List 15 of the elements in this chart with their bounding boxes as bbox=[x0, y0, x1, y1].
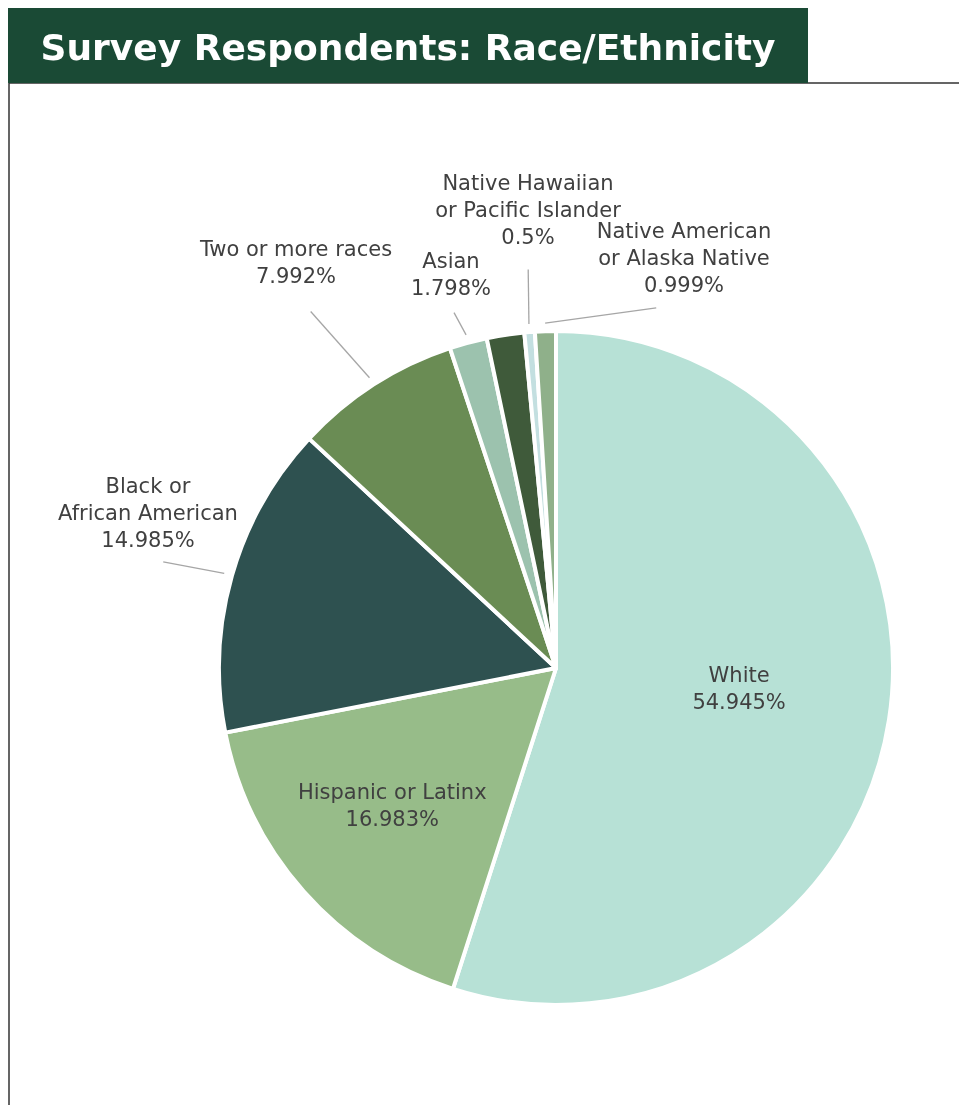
slice-label: Black or African American bbox=[58, 474, 238, 525]
slice-label: Native Hawaiian or Pacific Islander bbox=[435, 171, 622, 222]
data-label: 14.985% bbox=[101, 528, 195, 552]
slice-label: Hispanic or Latinx bbox=[297, 779, 487, 804]
slice-label: White bbox=[708, 662, 770, 687]
data-label: 0.999% bbox=[643, 273, 725, 297]
data-label: 16.983% bbox=[345, 806, 439, 831]
data-label: 0.5% bbox=[501, 225, 555, 249]
chart-title: Survey Respondents: Race/Ethnicity bbox=[40, 27, 776, 68]
slice-label: Two or more races bbox=[198, 237, 393, 261]
data-label: 54.945% bbox=[692, 689, 786, 714]
slice-label: Asian bbox=[422, 249, 480, 273]
slice-label: Native American or Alaska Native bbox=[596, 219, 772, 270]
data-label: 7.992% bbox=[255, 264, 337, 288]
data-label: 1.798% bbox=[410, 276, 492, 300]
